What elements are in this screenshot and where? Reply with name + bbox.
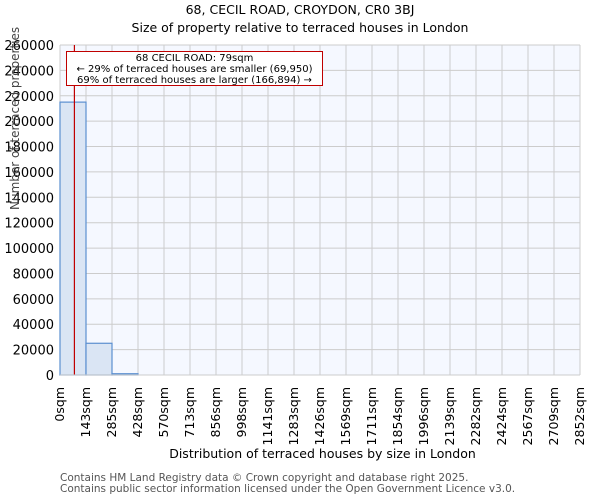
x-tick-label: 570sqm xyxy=(156,387,171,437)
y-tick-label: 160000 xyxy=(4,166,54,181)
y-tick-label: 180000 xyxy=(4,141,54,156)
y-tick-label: 260000 xyxy=(4,39,54,54)
x-tick-label: 143sqm xyxy=(78,387,93,437)
x-tick-label: 2852sqm xyxy=(572,387,587,445)
property-annotation: 68 CECIL ROAD: 79sqm ← 29% of terraced h… xyxy=(66,51,323,86)
y-tick-label: 40000 xyxy=(13,318,54,333)
x-tick-label: 1569sqm xyxy=(338,387,353,445)
x-tick-label: 856sqm xyxy=(208,387,223,437)
footer-line-1: Contains HM Land Registry data © Crown c… xyxy=(60,472,469,484)
chart-subtitle: Size of property relative to terraced ho… xyxy=(131,20,469,35)
y-tick-label: 240000 xyxy=(4,64,54,79)
x-tick-label: 428sqm xyxy=(130,387,145,437)
x-tick-label: 1283sqm xyxy=(286,387,301,445)
histogram-bar xyxy=(85,342,113,376)
x-tick-label: 2424sqm xyxy=(494,387,509,445)
y-tick-label: 80000 xyxy=(13,267,54,282)
x-tick-label: 0sqm xyxy=(52,387,67,422)
x-tick-label: 998sqm xyxy=(234,387,249,437)
y-tick-label: 120000 xyxy=(4,217,54,232)
x-axis-label: Distribution of terraced houses by size … xyxy=(169,446,476,461)
y-tick-label: 200000 xyxy=(4,115,54,130)
annotation-smaller: ← 29% of terraced houses are smaller (69… xyxy=(76,64,313,75)
attribution-footer: Contains HM Land Registry data © Crown c… xyxy=(60,473,515,495)
x-tick-label: 2139sqm xyxy=(442,387,457,445)
x-tick-label: 1854sqm xyxy=(390,387,405,445)
annotation-larger: 69% of terraced houses are larger (166,8… xyxy=(77,75,312,86)
x-tick-label: 713sqm xyxy=(182,387,197,437)
chart-title: 68, CECIL ROAD, CROYDON, CR0 3BJ xyxy=(185,2,415,17)
x-tick-label: 1996sqm xyxy=(416,387,431,445)
annotation-title: 68 CECIL ROAD: 79sqm xyxy=(135,53,254,64)
x-tick-label: 285sqm xyxy=(104,387,119,437)
histogram-bar xyxy=(59,101,87,376)
x-tick-label: 2282sqm xyxy=(468,387,483,445)
y-tick-label: 20000 xyxy=(13,344,54,359)
y-tick-label: 0 xyxy=(46,369,54,384)
x-tick-label: 2709sqm xyxy=(546,387,561,445)
y-tick-label: 60000 xyxy=(13,293,54,308)
y-axis-label: Number of terraced properties xyxy=(8,26,22,210)
y-tick-label: 100000 xyxy=(4,242,54,257)
x-tick-label: 1711sqm xyxy=(364,387,379,445)
x-tick-label: 1141sqm xyxy=(260,387,275,445)
x-tick-label: 1426sqm xyxy=(312,387,327,445)
footer-line-2: Contains public sector information licen… xyxy=(60,483,516,495)
y-tick-label: 140000 xyxy=(4,191,54,206)
y-tick-label: 220000 xyxy=(4,90,54,105)
x-tick-label: 2567sqm xyxy=(520,387,535,445)
